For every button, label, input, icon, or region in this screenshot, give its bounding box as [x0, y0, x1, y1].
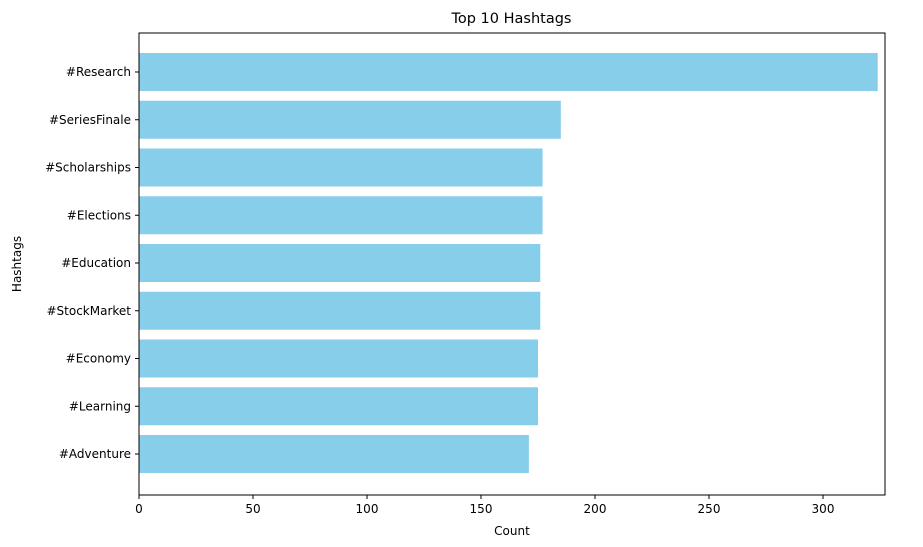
bar-stockmarket [139, 291, 541, 330]
x-tick-label: 200 [584, 502, 607, 516]
x-tick-label: 150 [470, 502, 493, 516]
y-tick-label: #Research [66, 65, 131, 79]
x-tick-label: 100 [356, 502, 379, 516]
bar-learning [139, 387, 538, 426]
bar-adventure [139, 435, 529, 473]
plot-frame [138, 32, 886, 496]
bar-education [139, 244, 541, 282]
bar-seriesfinale [139, 100, 561, 139]
x-tick-label: 50 [245, 502, 260, 516]
y-axis: #Research #SeriesFinale #Scholarships #Elec… [45, 65, 139, 461]
bar-scholarships [139, 148, 543, 187]
y-axis-label: Hashtags [10, 236, 24, 292]
x-axis-label: Count [494, 524, 530, 538]
chart-title: Top 10 Hashtags [450, 11, 571, 27]
y-tick-label: #Learning [69, 399, 131, 413]
x-tick-label: 0 [135, 502, 143, 516]
bar-elections [139, 196, 543, 235]
bar-economy [139, 339, 538, 378]
bars-group [139, 53, 878, 473]
y-tick-label: #Education [61, 256, 131, 270]
y-tick-label: #Elections [67, 208, 131, 222]
y-tick-label: #Scholarships [45, 161, 131, 175]
y-tick-label: #StockMarket [46, 304, 131, 318]
y-tick-label: #Adventure [59, 447, 131, 461]
y-tick-label: #Economy [66, 352, 131, 366]
x-axis: 0 50 100 150 200 250 300 [135, 495, 834, 516]
y-tick-label: #SeriesFinale [49, 113, 131, 127]
bar-research [139, 53, 878, 91]
x-tick-label: 250 [698, 502, 721, 516]
x-tick-label: 300 [812, 502, 835, 516]
